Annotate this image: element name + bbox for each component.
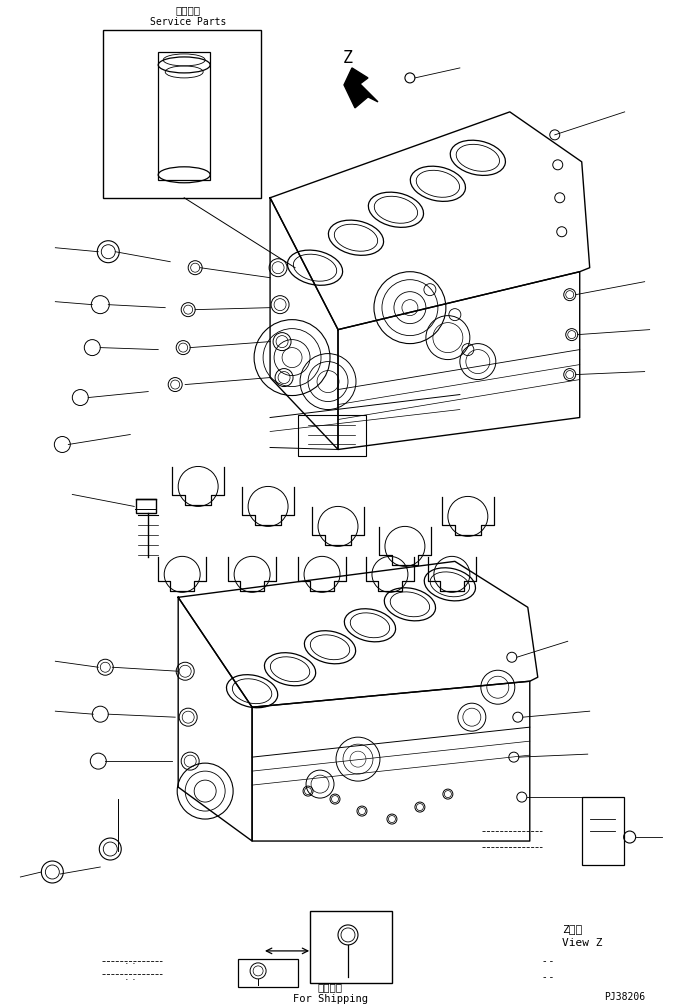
- Bar: [582, 797, 623, 865]
- Text: PJ38206: PJ38206: [604, 992, 645, 1002]
- Text: . .: . .: [125, 956, 136, 966]
- Bar: [298, 414, 366, 456]
- Text: View Z: View Z: [562, 938, 602, 948]
- Bar: [238, 959, 298, 987]
- Text: For Shipping: For Shipping: [292, 994, 368, 1004]
- Text: Z: Z: [343, 49, 353, 67]
- Text: - -: - -: [543, 972, 553, 982]
- Text: 補給専用: 補給専用: [175, 5, 201, 15]
- Text: Service Parts: Service Parts: [150, 17, 226, 27]
- Bar: [136, 499, 156, 514]
- Text: . .: . .: [125, 972, 136, 982]
- Polygon shape: [344, 68, 378, 108]
- Bar: [103, 30, 261, 198]
- Bar: [158, 52, 210, 180]
- Text: 運携部品: 運携部品: [318, 982, 342, 992]
- Bar: [310, 911, 392, 983]
- Text: Z　視: Z 視: [562, 924, 582, 934]
- Text: - -: - -: [543, 956, 553, 966]
